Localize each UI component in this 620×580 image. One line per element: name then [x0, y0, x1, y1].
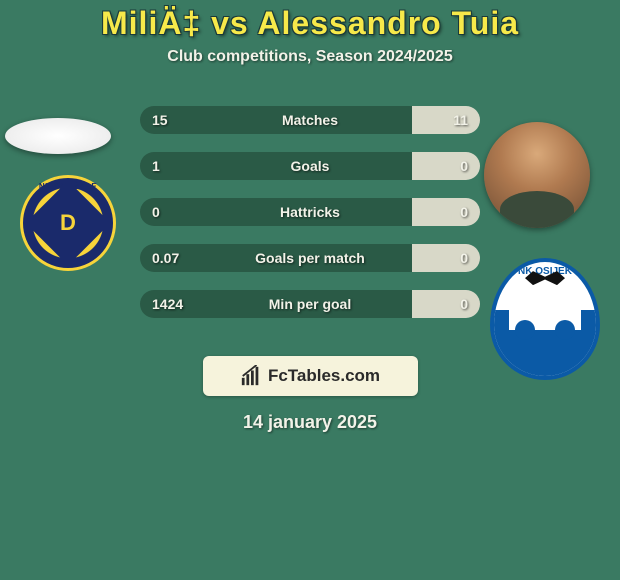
stat-bar-right — [412, 198, 480, 226]
stat-row: 1 0 Goals — [140, 152, 480, 180]
stat-value-right: 0 — [460, 204, 468, 220]
stats-area: 15 11 Matches 1 0 Goals 0 0 Hattricks 0.07 0 Goals … — [0, 106, 620, 318]
stat-row: 15 11 Matches — [140, 106, 480, 134]
branding-badge: FcTables.com — [203, 356, 418, 396]
comparison-card: MiliÄ‡ vs Alessandro Tuia Club competiti… — [0, 0, 620, 580]
date-text: 14 january 2025 — [0, 412, 620, 433]
stat-value-right: 11 — [453, 112, 468, 128]
stat-bar-left — [140, 198, 412, 226]
stat-row: 0.07 0 Goals per match — [140, 244, 480, 272]
stat-label: Min per goal — [269, 296, 351, 312]
stat-bar-right — [412, 290, 480, 318]
stat-value-right: 0 — [460, 158, 468, 174]
stat-value-right: 0 — [460, 250, 468, 266]
stat-bar-left — [140, 152, 412, 180]
stat-value-left: 1424 — [152, 296, 183, 312]
stat-bar-right — [412, 106, 480, 134]
stat-bar-left — [140, 106, 412, 134]
stat-row: 1424 0 Min per goal — [140, 290, 480, 318]
stat-value-left: 1 — [152, 158, 160, 174]
stat-value-left: 15 — [152, 112, 168, 128]
stat-value-left: 0 — [152, 204, 160, 220]
stat-bars: 15 11 Matches 1 0 Goals 0 0 Hattricks 0.07 0 Goals … — [140, 106, 480, 318]
stat-value-left: 0.07 — [152, 250, 179, 266]
stat-label: Hattricks — [280, 204, 340, 220]
subtitle: Club competitions, Season 2024/2025 — [0, 48, 620, 66]
stat-label: Goals per match — [255, 250, 365, 266]
stat-row: 0 0 Hattricks — [140, 198, 480, 226]
stat-bar-right — [412, 244, 480, 272]
chart-icon — [240, 365, 262, 387]
stat-label: Matches — [282, 112, 338, 128]
page-title: MiliÄ‡ vs Alessandro Tuia — [0, 5, 620, 42]
stat-label: Goals — [291, 158, 330, 174]
stat-bar-right — [412, 152, 480, 180]
stat-value-right: 0 — [460, 296, 468, 312]
branding-text: FcTables.com — [268, 366, 380, 386]
